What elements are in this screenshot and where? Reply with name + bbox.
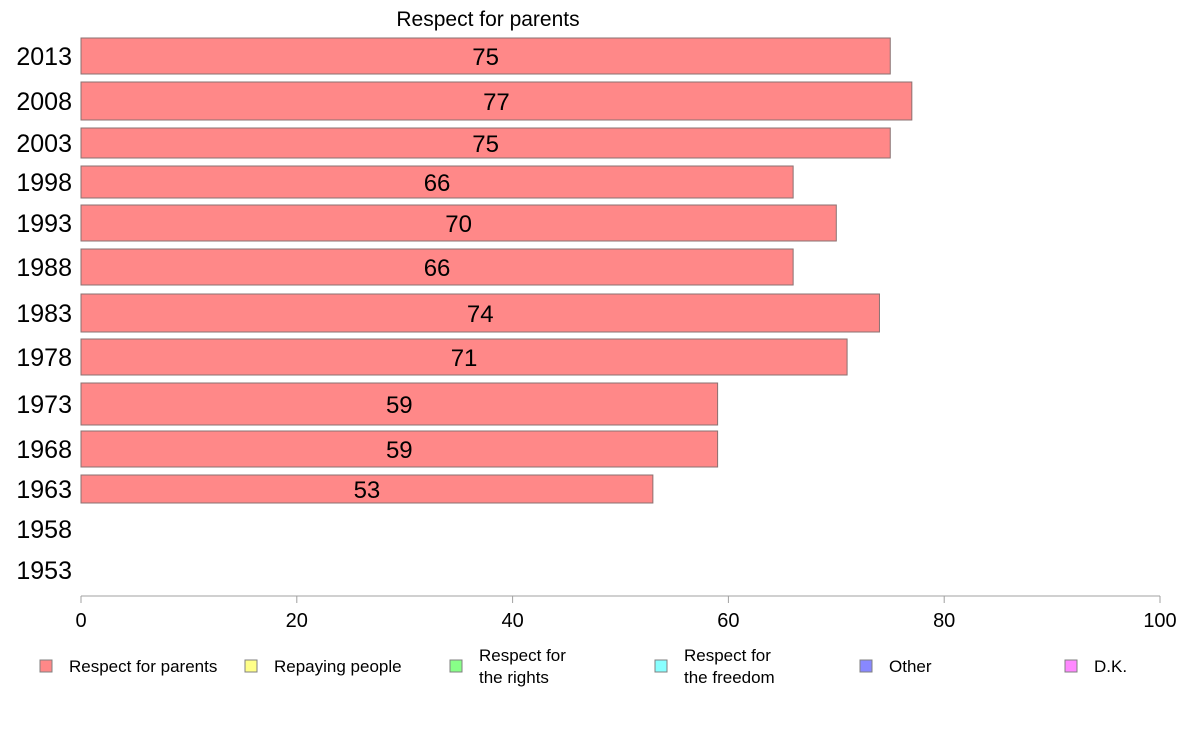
legend-label: the rights [479,668,549,687]
year-label: 1998 [16,169,72,197]
legend-label: Other [889,657,932,676]
legend-label: Respect for [684,646,771,665]
bar [80,81,913,121]
data-label: 75 [472,44,499,71]
x-tick-label: 60 [717,610,739,632]
bar [80,382,719,426]
legend-item: Respect for the rights [449,646,566,687]
x-tick-label: 0 [75,610,86,632]
year-label: 2008 [16,88,72,116]
data-label: 59 [386,437,413,464]
year-label: 1953 [16,557,72,585]
bar [80,338,848,376]
legend-item: Repaying people [244,657,402,676]
bar [80,248,794,286]
bar [80,474,654,504]
legend-item: D.K. [1064,657,1127,676]
x-tick-label: 20 [286,610,308,632]
legend-swatch [244,659,258,673]
chart-title: Respect for parents [396,8,579,31]
legend-label: Repaying people [274,657,402,676]
year-label: 1968 [16,436,72,464]
legend-swatch [1064,659,1078,673]
data-label: 70 [445,211,472,238]
bar [80,37,891,75]
legend-swatch [654,659,668,673]
legend-swatch [39,659,53,673]
year-label: 2003 [16,130,72,158]
legend: Respect for parents Repaying people Respec… [39,646,1127,687]
data-label: 74 [467,301,494,328]
data-label: 77 [483,89,510,116]
bar [80,204,837,242]
data-label: 66 [424,255,451,282]
legend-label: Respect for parents [69,657,217,676]
data-label: 66 [424,170,451,197]
bar [80,165,794,199]
data-label: 53 [354,477,381,504]
legend-swatch [449,659,463,673]
x-tick-label: 80 [933,610,955,632]
bar [80,293,880,333]
legend-swatch [859,659,873,673]
year-label: 1993 [16,210,72,238]
legend-label: D.K. [1094,657,1127,676]
x-tick-label: 40 [501,610,523,632]
x-axis: 0 20 40 60 80 100 [75,595,1177,632]
legend-item: Other [859,657,932,676]
year-label: 1963 [16,476,72,504]
data-label: 71 [451,345,478,372]
year-label: 1983 [16,300,72,328]
year-label: 1978 [16,344,72,372]
year-label: 1973 [16,391,72,419]
data-label: 59 [386,392,413,419]
legend-item: Respect for the freedom [654,646,775,687]
year-label: 1988 [16,254,72,282]
bars-layer: 2013 75 2008 77 2003 75 1998 66 1993 70 1988 66 1983… [16,37,913,585]
bar [80,127,891,159]
legend-item: Respect for parents [39,657,217,676]
year-label: 2013 [16,43,72,71]
year-label: 1958 [16,516,72,544]
legend-label: Respect for [479,646,566,665]
legend-label: the freedom [684,668,775,687]
data-label: 75 [472,131,499,158]
x-tick-label: 100 [1143,610,1176,632]
bar [80,430,719,468]
